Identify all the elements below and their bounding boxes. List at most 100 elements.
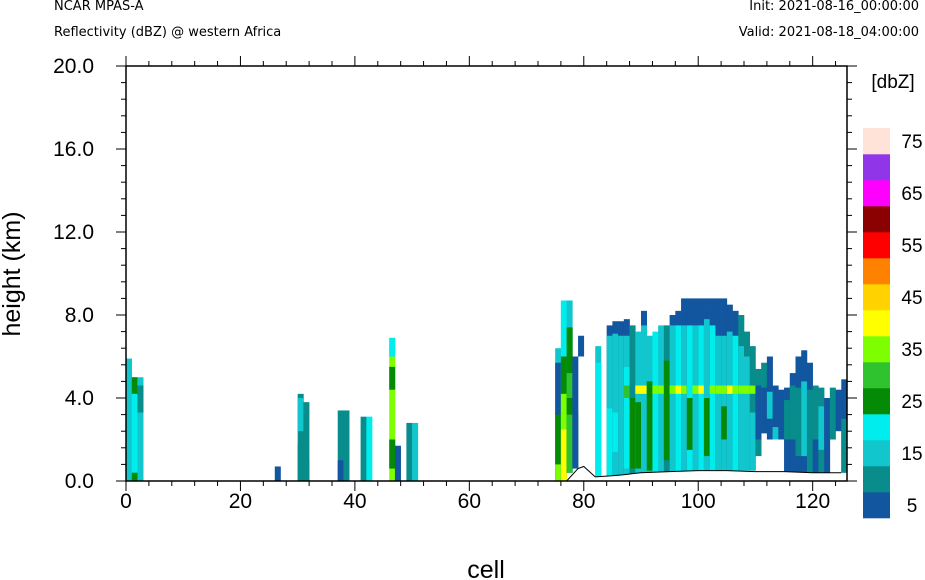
reflectivity-cell [784, 400, 791, 440]
reflectivity-cell [412, 422, 419, 481]
colorbar-swatch [863, 180, 890, 207]
colorbar-label: 55 [901, 236, 922, 257]
reflectivity-cell [675, 385, 682, 394]
reflectivity-cell [738, 346, 745, 471]
reflectivity-cell [131, 377, 138, 481]
colorbar-labels: 5 15 25 35 45 55 65 75 [901, 132, 922, 517]
reflectivity-cell [297, 443, 304, 481]
reflectivity-cell [772, 427, 779, 440]
reflectivity-cell [303, 402, 310, 481]
axis-ticks [116, 56, 857, 491]
x-tick-labels: 0 20 40 60 80 100 120 [120, 490, 830, 513]
reflectivity-cell [131, 377, 138, 394]
y-tick-label: 20.0 [53, 55, 94, 78]
reflectivity-cell [715, 385, 722, 394]
reflectivity-cell [778, 389, 785, 440]
x-axis-title: cell [467, 556, 505, 580]
reflectivity-cell [406, 422, 413, 481]
reflectivity-cell [606, 408, 613, 477]
reflectivity-cell [555, 412, 562, 481]
reflectivity-cell [389, 337, 396, 481]
reflectivity-cell [274, 466, 281, 481]
y-tick-label: 16.0 [53, 138, 94, 161]
reflectivity-cell [360, 416, 367, 481]
colorbar-swatch [863, 414, 890, 441]
terrain-fill [555, 466, 842, 481]
colorbar-swatch [863, 284, 890, 311]
reflectivity-cell [606, 335, 613, 477]
colorbar-label: 65 [901, 184, 922, 205]
reflectivity-cell [560, 429, 567, 482]
reflectivity-cell [835, 389, 842, 432]
reflectivity-cell [801, 381, 808, 457]
x-tick-label: 40 [343, 490, 366, 513]
reflectivity-cell [732, 385, 739, 394]
reflectivity-cell [829, 387, 836, 440]
reflectivity-cell [131, 472, 138, 481]
reflectivity-cell [612, 412, 619, 452]
reflectivity-cell [715, 335, 722, 471]
reflectivity-cell [635, 385, 642, 394]
reflectivity-cell [766, 391, 773, 419]
colorbar-swatch [863, 154, 890, 181]
reflectivity-cell [578, 335, 585, 357]
reflectivity-cell [566, 327, 573, 473]
reflectivity-cell [297, 398, 304, 432]
terrain-layer [555, 465, 842, 482]
colorbar-label: 45 [901, 288, 922, 309]
reflectivity-cell [721, 335, 728, 471]
reflectivity-cell [663, 360, 670, 461]
y-tick-labels: 0.0 4.0 8.0 12.0 16.0 20.0 [53, 55, 94, 493]
x-tick-label: 0 [120, 490, 132, 513]
reflectivity-cell [303, 460, 310, 481]
reflectivity-cell [749, 385, 756, 394]
reflectivity-cell [681, 385, 688, 394]
model-title: NCAR MPAS-A [54, 0, 144, 14]
reflectivity-cell [623, 385, 630, 398]
reflectivity-cell [658, 385, 665, 394]
reflectivity-cell [297, 393, 304, 481]
reflectivity-cell [669, 325, 676, 473]
reflectivity-cell [366, 416, 373, 481]
reflectivity-cell [646, 381, 653, 471]
reflectivity-cell [612, 333, 619, 476]
reflectivity-cell [744, 385, 751, 394]
reflectivity-cell [698, 325, 705, 471]
colorbar-label: 5 [907, 496, 918, 517]
reflectivity-cell [703, 398, 710, 457]
reflectivity-cell [709, 325, 716, 471]
reflectivity-cell [703, 319, 710, 471]
colorbar-swatch [863, 492, 890, 519]
init-time: Init: 2021-08-16_00:00:00 [749, 0, 919, 14]
reflectivity-cell [812, 385, 819, 473]
y-tick-label: 8.0 [65, 304, 94, 327]
reflectivity-cell [761, 387, 768, 434]
reflectivity-cell [560, 302, 567, 357]
reflectivity-cell [555, 464, 562, 481]
reflectivity-cell [841, 418, 848, 473]
x-tick-label: 120 [795, 490, 830, 513]
reflectivity-cell [652, 331, 659, 473]
reflectivity-cell [635, 402, 642, 469]
reflectivity-cell [806, 389, 813, 473]
reflectivity-cell [618, 335, 625, 476]
colorbar-label: 35 [901, 340, 922, 361]
y-tick-label: 12.0 [53, 221, 94, 244]
reflectivity-cell [824, 398, 831, 473]
reflectivity-cell [566, 414, 573, 473]
reflectivity-cell [692, 385, 699, 394]
reflectivity-cell [641, 385, 648, 394]
reflectivity-cell [126, 358, 133, 481]
reflectivity-cell [755, 385, 762, 440]
reflectivity-cell [652, 385, 659, 394]
y-tick-label: 0.0 [65, 470, 94, 493]
reflectivity-cell [566, 373, 573, 398]
colorbar-unit: [dbZ] [871, 72, 914, 93]
reflectivity-cell [721, 406, 728, 440]
reflectivity-cell [749, 412, 756, 471]
reflectivity-cell [137, 377, 144, 481]
colorbar-swatch [863, 232, 890, 259]
reflectivity-cell [812, 439, 819, 473]
reflectivity-cell [343, 410, 350, 481]
